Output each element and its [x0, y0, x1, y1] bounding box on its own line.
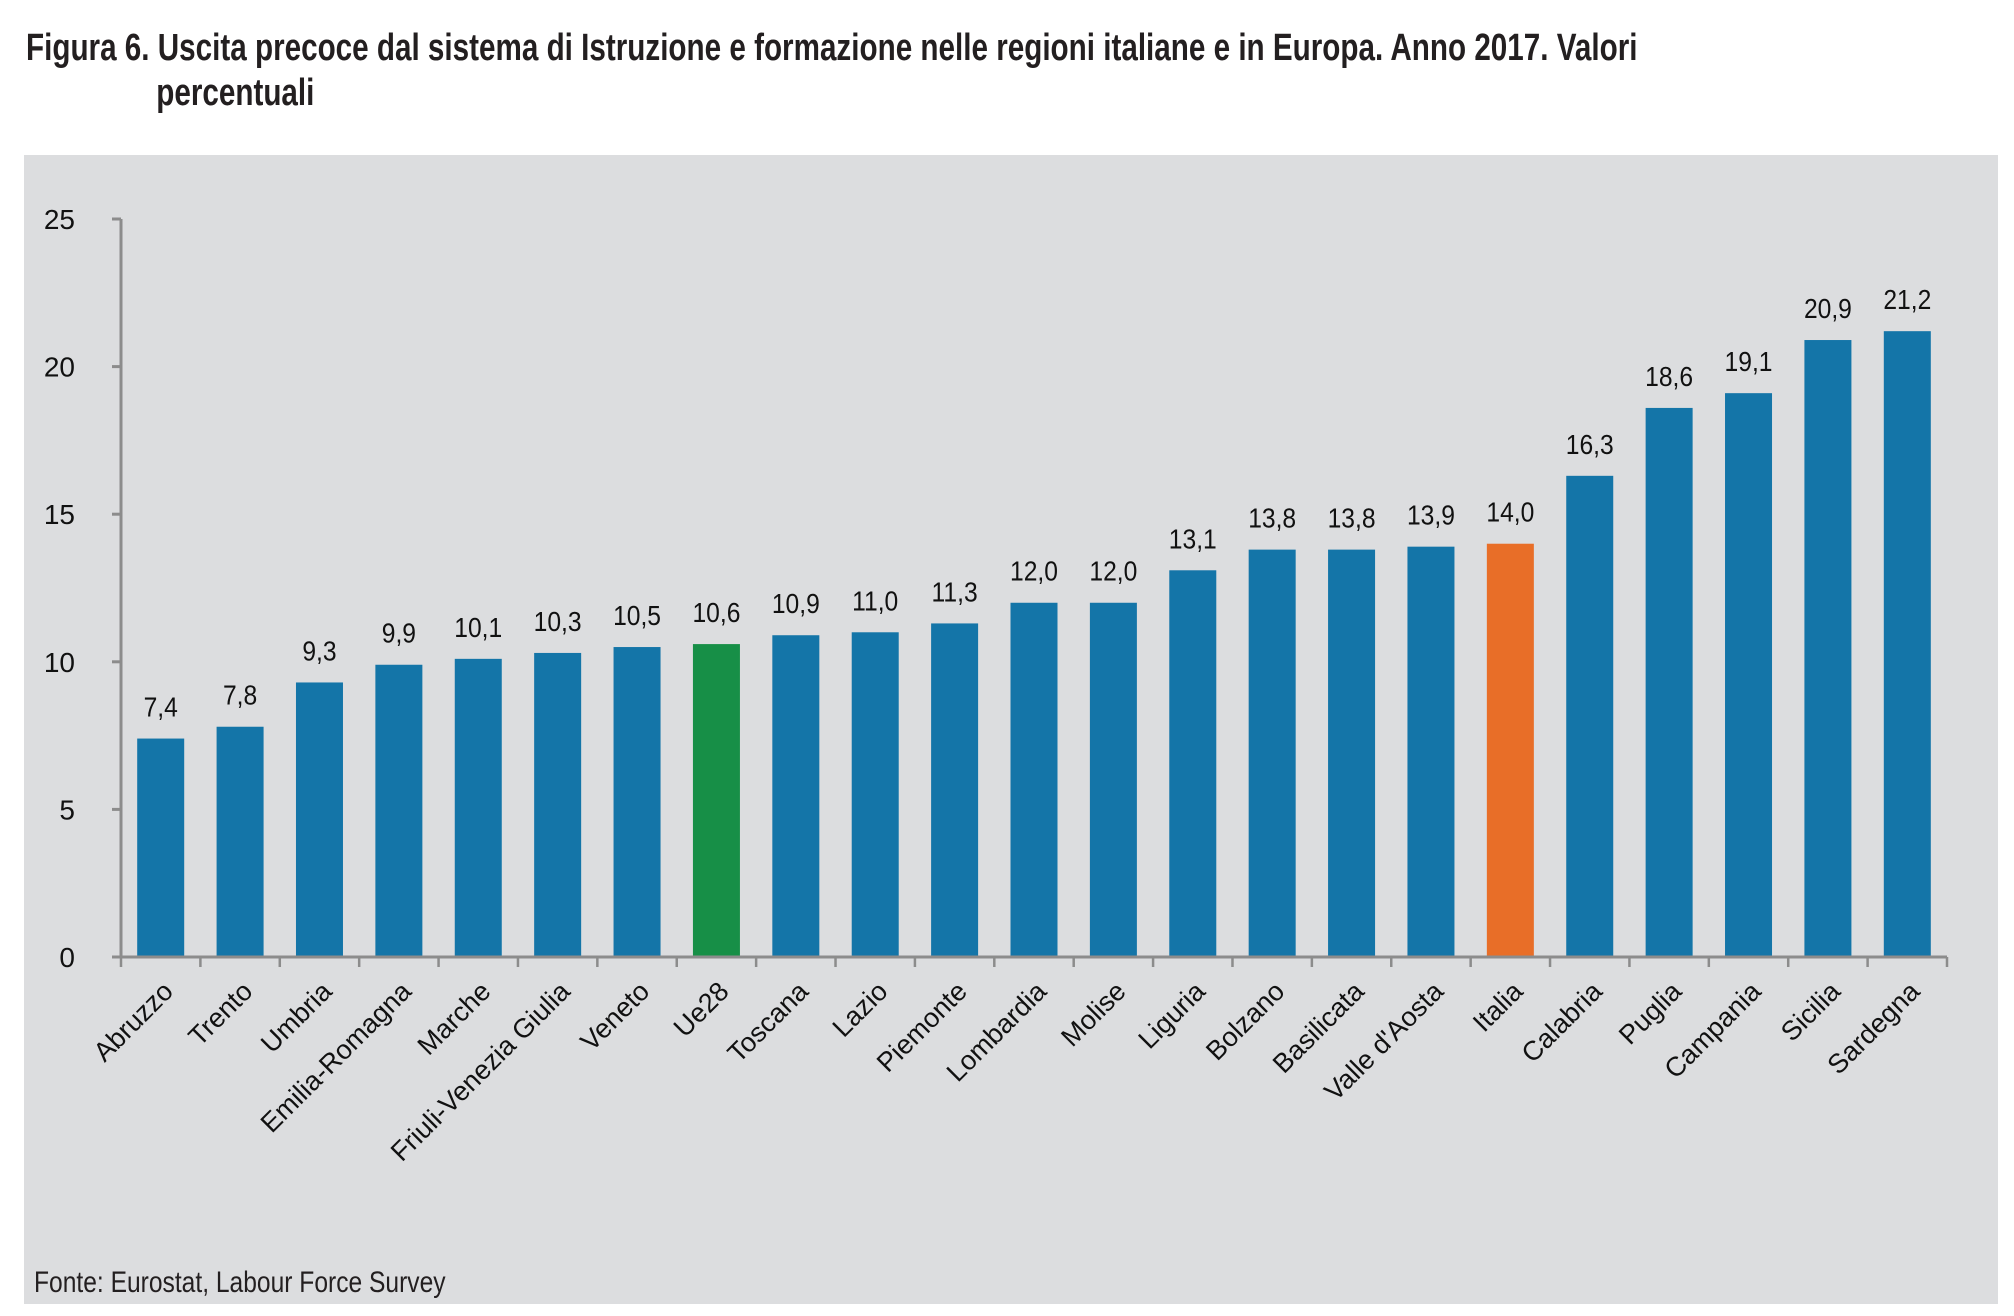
x-category-label: Toscana	[722, 975, 815, 1068]
y-tick-label: 15	[44, 499, 75, 530]
bar	[1248, 549, 1296, 956]
data-label: 10,5	[613, 600, 661, 632]
x-category-label: Italia	[1467, 975, 1529, 1037]
bar	[1804, 340, 1852, 956]
bar	[375, 664, 423, 956]
data-label: 16,3	[1566, 428, 1614, 460]
bar	[1725, 393, 1773, 956]
x-category-label: Liguria	[1132, 975, 1211, 1054]
x-category-label: Lazio	[827, 976, 894, 1043]
bar	[1883, 331, 1931, 956]
x-category-label: Calabria	[1516, 975, 1609, 1068]
y-tick-label: 5	[59, 794, 75, 825]
bar	[454, 658, 502, 956]
figure-title-line1: Figura 6. Uscita precoce dal sistema di …	[26, 27, 1638, 69]
data-label: 12,0	[1089, 555, 1137, 587]
x-category-label: Puglia	[1613, 975, 1688, 1050]
bar	[1645, 407, 1693, 956]
y-tick-label: 20	[44, 352, 75, 383]
data-label: 13,8	[1328, 502, 1376, 534]
bar	[534, 652, 582, 956]
bar	[1089, 602, 1137, 956]
data-label: 11,0	[852, 585, 898, 617]
x-category-label: Veneto	[575, 976, 656, 1057]
bar	[1169, 570, 1217, 956]
x-category-label: Trento	[183, 976, 259, 1052]
data-label: 21,2	[1883, 284, 1931, 316]
data-label: 14,0	[1486, 496, 1534, 528]
bar	[1566, 475, 1614, 956]
data-label: 10,6	[692, 597, 740, 629]
bar	[851, 632, 899, 956]
data-label: 10,3	[534, 605, 582, 637]
bar	[1407, 546, 1455, 956]
bar-chart: 05101520257,4Abruzzo7,8Trento9,3Umbria9,…	[44, 204, 1949, 1167]
bar	[137, 738, 185, 956]
data-label: 13,1	[1169, 523, 1217, 555]
bar	[692, 644, 740, 956]
data-label: 10,1	[454, 611, 502, 643]
x-category-label: Ue28	[668, 976, 735, 1043]
bar	[1010, 602, 1058, 956]
data-label: 13,9	[1407, 499, 1455, 531]
data-label: 13,8	[1248, 502, 1296, 534]
data-label: 7,4	[144, 691, 178, 723]
bar	[216, 726, 264, 956]
figure-title-line2: percentuali	[156, 72, 315, 114]
y-tick-label: 25	[44, 204, 75, 235]
x-category-label: Molise	[1055, 976, 1131, 1052]
data-label: 18,6	[1645, 360, 1693, 392]
chart-panel: 0 5 10 15 20 25 7,4 Abruzzo 7,8 Trento 9,3 Umbria 9,…	[24, 155, 1998, 1304]
data-label: 12,0	[1010, 555, 1058, 587]
bar	[295, 682, 343, 956]
data-label: 9,9	[382, 617, 416, 649]
data-label: 11,3	[932, 576, 978, 608]
data-label: 9,3	[302, 635, 336, 667]
data-label: 20,9	[1804, 293, 1852, 325]
bar	[931, 623, 979, 956]
source-note: Fonte: Eurostat, Labour Force Survey	[34, 1266, 446, 1299]
bar	[1486, 543, 1534, 956]
figure-title: Figura 6. Uscita precoce dal sistema di …	[26, 26, 1637, 116]
bar	[1328, 549, 1376, 956]
x-category-label: Emilia-Romagna	[255, 975, 418, 1138]
data-label: 19,1	[1725, 346, 1773, 378]
bar	[772, 635, 820, 956]
data-label: 10,9	[772, 588, 820, 620]
x-category-label: Abruzzo	[88, 976, 179, 1067]
x-category-label: Sicilia	[1775, 975, 1847, 1047]
data-label: 7,8	[223, 679, 257, 711]
bar	[613, 647, 661, 956]
y-tick-label: 10	[44, 647, 75, 678]
y-tick-label: 0	[59, 942, 75, 973]
